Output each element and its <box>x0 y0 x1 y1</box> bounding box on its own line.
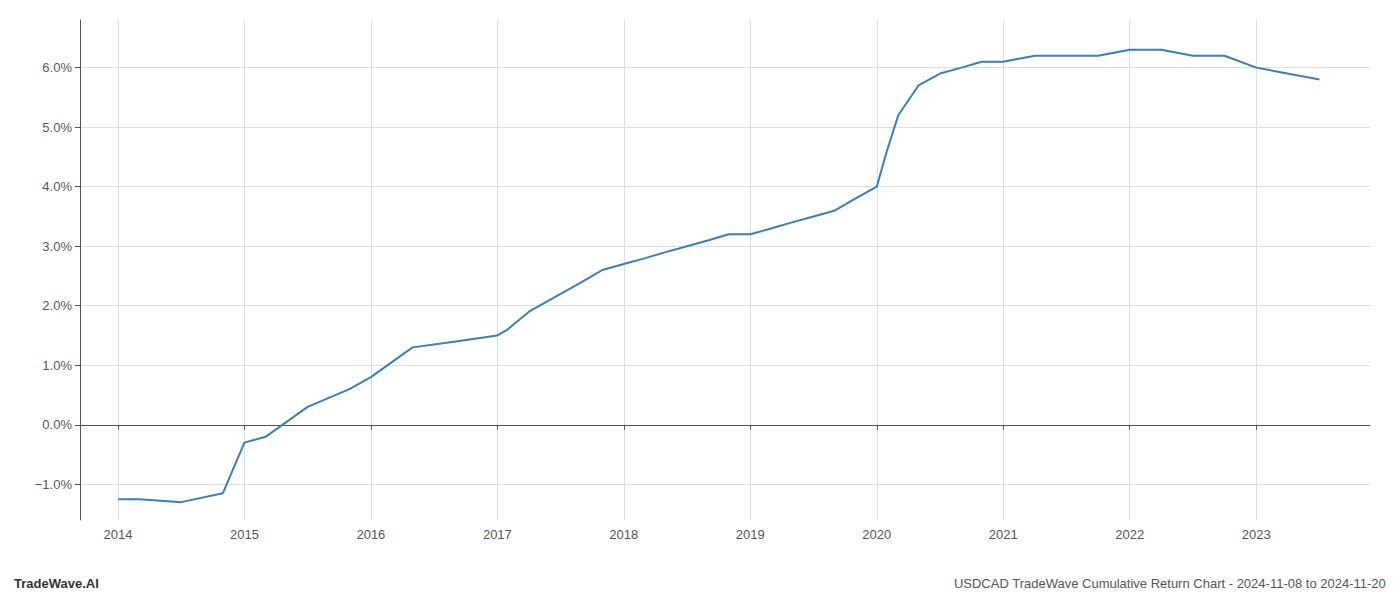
svg-text:TradeWave.AI: TradeWave.AI <box>14 576 99 591</box>
svg-text:1.0%: 1.0% <box>42 358 72 373</box>
svg-text:6.0%: 6.0% <box>42 60 72 75</box>
svg-text:USDCAD TradeWave Cumulative Re: USDCAD TradeWave Cumulative Return Chart… <box>954 576 1386 591</box>
svg-text:2023: 2023 <box>1242 527 1271 542</box>
svg-text:3.0%: 3.0% <box>42 239 72 254</box>
svg-text:0.0%: 0.0% <box>42 417 72 432</box>
svg-text:2018: 2018 <box>609 527 638 542</box>
svg-text:2014: 2014 <box>103 527 132 542</box>
svg-text:2022: 2022 <box>1115 527 1144 542</box>
svg-text:5.0%: 5.0% <box>42 120 72 135</box>
svg-text:2017: 2017 <box>483 527 512 542</box>
svg-text:−1.0%: −1.0% <box>35 477 73 492</box>
svg-text:2019: 2019 <box>736 527 765 542</box>
svg-text:2020: 2020 <box>862 527 891 542</box>
svg-text:2.0%: 2.0% <box>42 298 72 313</box>
svg-text:2016: 2016 <box>356 527 385 542</box>
svg-text:2021: 2021 <box>989 527 1018 542</box>
svg-text:2015: 2015 <box>230 527 259 542</box>
svg-text:4.0%: 4.0% <box>42 179 72 194</box>
